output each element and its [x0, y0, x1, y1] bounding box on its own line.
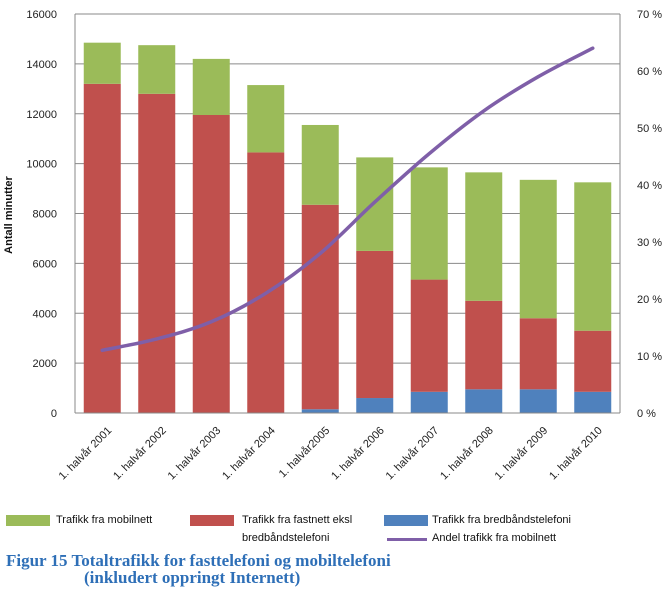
- y2-tick-label: 20 %: [637, 294, 662, 306]
- line-series: [100, 46, 595, 353]
- y-tick-label: 14000: [26, 59, 57, 71]
- y2-tick-label: 30 %: [637, 237, 662, 249]
- bars: [83, 42, 612, 414]
- caption-line-2: (inkludert oppringt Internett): [84, 568, 301, 587]
- x-tick-label: 1. halvår 2006: [329, 425, 387, 483]
- bar-segment-fastnett: [247, 152, 285, 413]
- legend-label-andel: Andel trafikk fra mobilnett: [432, 532, 557, 544]
- caption-line-1: Figur 15 Totaltrafikk for fasttelefoni o…: [6, 551, 391, 570]
- bar-segment-fastnett: [465, 300, 503, 390]
- bar-segment-fastnett: [410, 279, 448, 392]
- y-tick-label: 6000: [33, 258, 57, 270]
- bar-segment-bredband: [465, 389, 503, 413]
- legend-label-fastnett-1: Trafikk fra fastnett eksl: [242, 514, 353, 526]
- bar-segment-fastnett: [301, 204, 339, 410]
- legend-swatch-bredband: [384, 515, 428, 526]
- bar-segment-bredband: [301, 409, 339, 413]
- y2-tick-label: 60 %: [637, 66, 662, 78]
- y2-tick-label: 50 %: [637, 123, 662, 135]
- bar-segment-bredband: [356, 398, 394, 413]
- legend-swatch-andel: [387, 538, 427, 541]
- bar-segment-fastnett: [138, 93, 176, 414]
- stacked-bar-line-chart: 0 2000 4000 6000 8000 10000 12000 14000 16000 0 %…: [3, 9, 662, 482]
- y-tick-label: 0: [51, 408, 57, 420]
- legend-label-mobilnett: Trafikk fra mobilnett: [56, 514, 153, 526]
- y-tick-label: 4000: [33, 308, 57, 320]
- bar-segment-mobilnett: [574, 182, 612, 331]
- bar-segment-mobilnett: [247, 85, 285, 153]
- y-tick-label: 2000: [33, 358, 57, 370]
- bar-segment-fastnett: [83, 83, 121, 413]
- legend-label-fastnett-2: bredbåndstelefoni: [242, 532, 330, 544]
- bar-segment-mobilnett: [83, 42, 121, 84]
- bar-segment-mobilnett: [192, 58, 230, 115]
- bar-segment-mobilnett: [519, 179, 557, 319]
- axes: 0 2000 4000 6000 8000 10000 12000 14000 16000 0 %…: [26, 9, 662, 482]
- x-tick-label: 1. halvår 2003: [166, 425, 224, 483]
- legend-label-bredband: Trafikk fra bredbåndstelefoni: [432, 514, 571, 526]
- x-tick-label: 1. halvår 2007: [384, 425, 442, 483]
- bar-segment-fastnett: [574, 330, 612, 392]
- bar-segment-mobilnett: [138, 45, 176, 94]
- bar-segment-bredband: [519, 389, 557, 413]
- y-tick-label: 10000: [26, 159, 57, 171]
- y2-tick-label: 10 %: [637, 351, 662, 363]
- x-tick-label: 1. halvår 2004: [220, 425, 278, 483]
- x-tick-label: 1. halvår 2010: [547, 425, 605, 483]
- bar-segment-mobilnett: [301, 124, 339, 205]
- figure-caption: Figur 15 Totaltrafikk for fasttelefoni o…: [6, 552, 391, 586]
- x-tick-label: 1. halvår 2001: [57, 425, 115, 483]
- x-tick-label: 1. halvår 2008: [438, 425, 496, 483]
- bar-segment-mobilnett: [465, 172, 503, 301]
- bar-segment-bredband: [574, 391, 612, 413]
- y-tick-label: 16000: [26, 9, 57, 21]
- y-tick-label: 8000: [33, 209, 57, 221]
- y2-tick-label: 40 %: [637, 180, 662, 192]
- x-tick-label: 1. halvår 2002: [111, 425, 169, 483]
- bar-segment-bredband: [410, 391, 448, 413]
- line-andel-mobilnett: [100, 46, 595, 353]
- x-tick-label: 1. halvår 2009: [493, 425, 551, 483]
- bar-segment-mobilnett: [410, 167, 448, 280]
- bar-segment-fastnett: [356, 250, 394, 399]
- bar-segment-fastnett: [519, 318, 557, 390]
- legend-swatch-fastnett: [190, 515, 234, 526]
- y2-tick-label: 70 %: [637, 9, 662, 21]
- legend-swatch-mobilnett: [6, 515, 50, 526]
- y-tick-label: 12000: [26, 109, 57, 121]
- y2-tick-label: 0 %: [637, 408, 656, 420]
- bar-segment-fastnett: [192, 114, 230, 413]
- y-axis-label: Antall minutter: [3, 175, 15, 253]
- x-tick-label: 1. halvår2005: [277, 425, 333, 481]
